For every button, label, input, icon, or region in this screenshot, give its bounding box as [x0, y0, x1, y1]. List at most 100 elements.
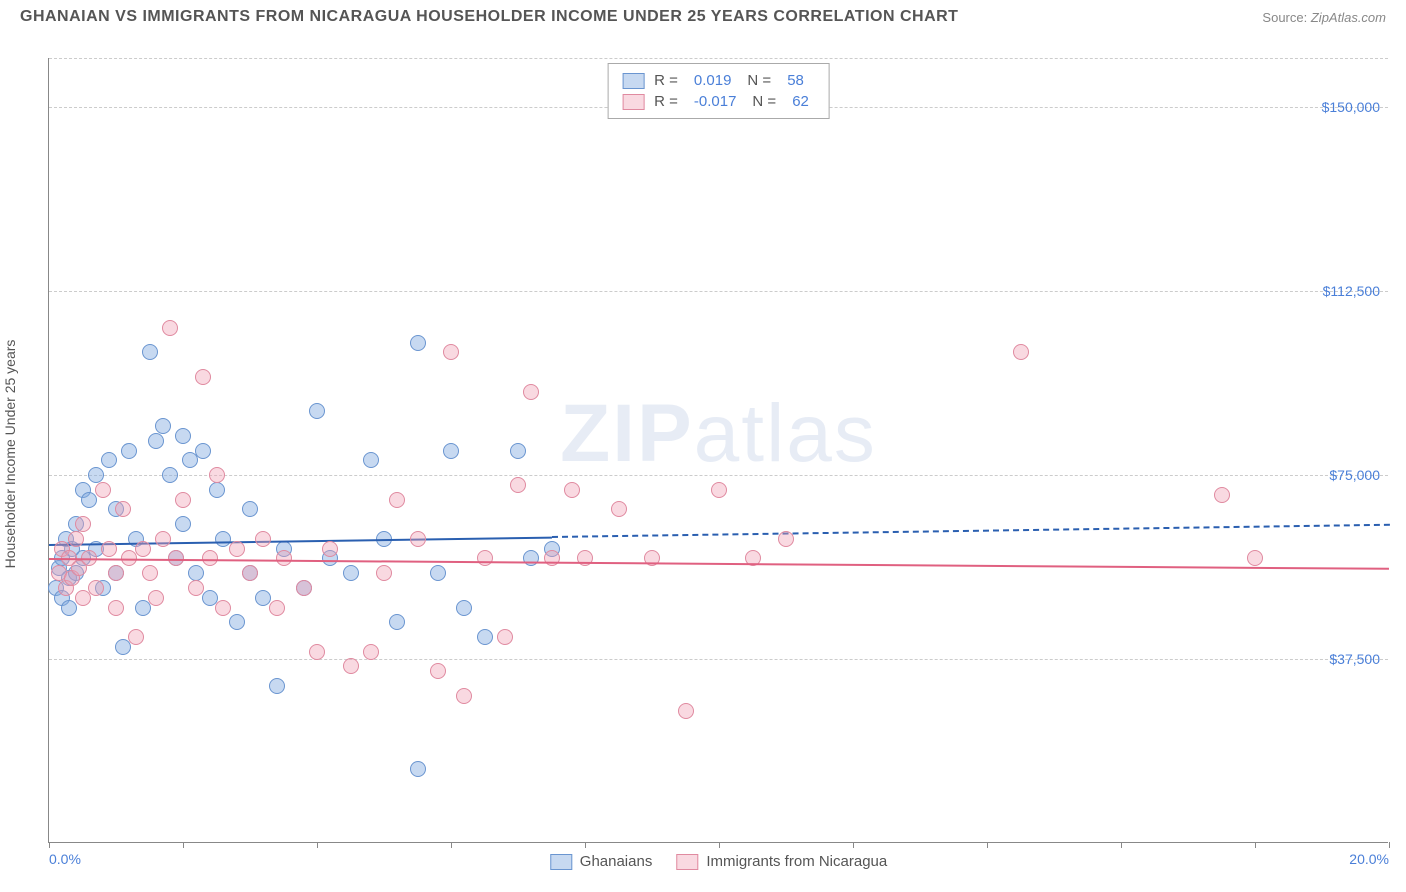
- data-point: [101, 541, 117, 557]
- data-point: [711, 482, 727, 498]
- data-point: [497, 629, 513, 645]
- data-point: [343, 565, 359, 581]
- x-tick: [853, 842, 854, 848]
- data-point: [75, 516, 91, 532]
- data-point: [456, 600, 472, 616]
- data-point: [215, 600, 231, 616]
- data-point: [148, 590, 164, 606]
- x-tick: [585, 842, 586, 848]
- x-tick: [1255, 842, 1256, 848]
- data-point: [1013, 344, 1029, 360]
- n-label: N =: [747, 72, 771, 89]
- legend-item: Immigrants from Nicaragua: [676, 853, 887, 870]
- data-point: [175, 516, 191, 532]
- data-point: [456, 688, 472, 704]
- data-point: [108, 600, 124, 616]
- data-point: [209, 467, 225, 483]
- data-point: [276, 550, 292, 566]
- source-value: ZipAtlas.com: [1311, 10, 1386, 25]
- legend-swatch: [676, 854, 698, 870]
- legend-label: Immigrants from Nicaragua: [706, 853, 887, 870]
- x-tick-label: 20.0%: [1349, 851, 1389, 867]
- trend-line: [49, 536, 552, 545]
- x-tick: [451, 842, 452, 848]
- data-point: [1214, 487, 1230, 503]
- data-point: [142, 565, 158, 581]
- trend-line: [551, 524, 1389, 538]
- data-point: [255, 531, 271, 547]
- source-label: Source:: [1262, 10, 1307, 25]
- n-value: 62: [792, 93, 809, 110]
- y-tick-label: $37,500: [1329, 651, 1380, 667]
- data-point: [410, 335, 426, 351]
- y-tick-label: $75,000: [1329, 467, 1380, 483]
- y-tick-label: $112,500: [1323, 283, 1380, 299]
- data-point: [363, 644, 379, 660]
- data-point: [101, 452, 117, 468]
- data-point: [269, 678, 285, 694]
- data-point: [115, 639, 131, 655]
- data-point: [443, 344, 459, 360]
- data-point: [155, 418, 171, 434]
- data-point: [410, 531, 426, 547]
- data-point: [121, 443, 137, 459]
- correlation-legend: R =0.019N =58R = -0.017 N = 62: [607, 63, 830, 119]
- data-point: [564, 482, 580, 498]
- data-point: [188, 580, 204, 596]
- data-point: [269, 600, 285, 616]
- data-point: [430, 565, 446, 581]
- data-point: [148, 433, 164, 449]
- x-tick-label: 0.0%: [49, 851, 81, 867]
- x-tick: [183, 842, 184, 848]
- data-point: [135, 541, 151, 557]
- data-point: [128, 629, 144, 645]
- legend-row: R =0.019N =58: [622, 70, 815, 91]
- data-point: [389, 614, 405, 630]
- r-value: -0.017: [694, 93, 737, 110]
- legend-swatch: [550, 854, 572, 870]
- data-point: [162, 467, 178, 483]
- r-label: R =: [654, 72, 678, 89]
- gridline: [49, 475, 1388, 476]
- data-point: [229, 614, 245, 630]
- n-label: N =: [752, 93, 776, 110]
- data-point: [376, 565, 392, 581]
- legend-swatch: [622, 94, 644, 110]
- data-point: [68, 531, 84, 547]
- chart-header: GHANAIAN VS IMMIGRANTS FROM NICARAGUA HO…: [0, 0, 1406, 34]
- legend-label: Ghanaians: [580, 853, 653, 870]
- data-point: [778, 531, 794, 547]
- data-point: [155, 531, 171, 547]
- data-point: [162, 320, 178, 336]
- data-point: [577, 550, 593, 566]
- chart-title: GHANAIAN VS IMMIGRANTS FROM NICARAGUA HO…: [20, 8, 958, 26]
- data-point: [182, 452, 198, 468]
- data-point: [477, 550, 493, 566]
- x-tick: [1121, 842, 1122, 848]
- data-point: [544, 550, 560, 566]
- data-point: [188, 565, 204, 581]
- data-point: [410, 761, 426, 777]
- data-point: [115, 501, 131, 517]
- data-point: [510, 477, 526, 493]
- x-tick: [719, 842, 720, 848]
- data-point: [81, 492, 97, 508]
- x-tick: [49, 842, 50, 848]
- data-point: [88, 467, 104, 483]
- data-point: [363, 452, 379, 468]
- data-point: [195, 369, 211, 385]
- watermark: ZIPatlas: [560, 387, 877, 481]
- data-point: [1247, 550, 1263, 566]
- data-point: [296, 580, 312, 596]
- data-point: [95, 482, 111, 498]
- data-point: [322, 541, 338, 557]
- x-tick: [317, 842, 318, 848]
- x-tick: [1389, 842, 1390, 848]
- data-point: [108, 565, 124, 581]
- data-point: [523, 550, 539, 566]
- data-point: [175, 492, 191, 508]
- data-point: [309, 644, 325, 660]
- gridline: [49, 659, 1388, 660]
- data-point: [242, 501, 258, 517]
- data-point: [510, 443, 526, 459]
